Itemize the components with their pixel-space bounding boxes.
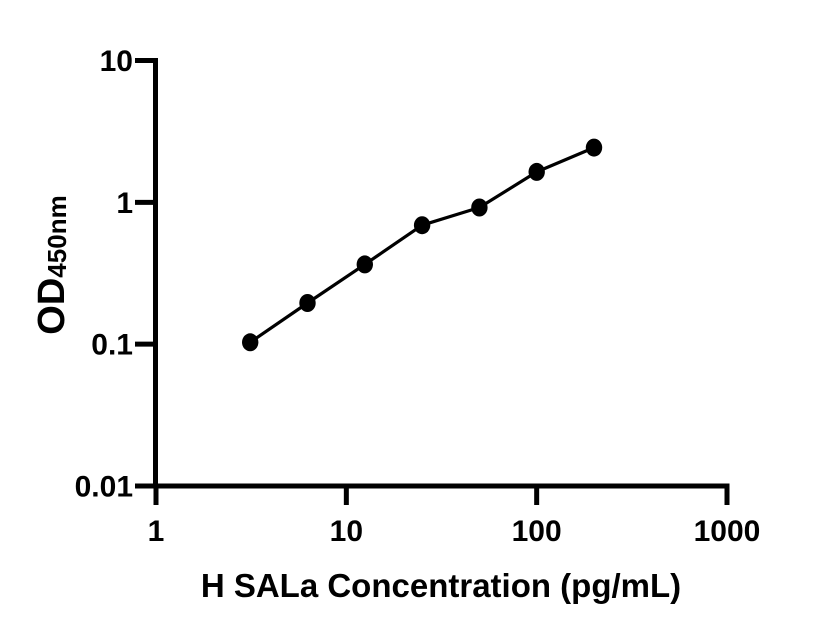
y-tick-label: 1 [116, 187, 133, 220]
x-tick-label: 1 [148, 515, 165, 548]
data-point-marker [413, 216, 431, 235]
y-tick-label: 0.01 [75, 471, 133, 504]
x-tick-label: 100 [512, 515, 562, 548]
x-tick-label: 10 [330, 515, 363, 548]
plot-area: 1 10 100 1000 10 1 0.1 0.01 [75, 45, 761, 548]
y-axis-title-main: OD [31, 278, 73, 335]
y-tick-label: 10 [100, 45, 133, 78]
x-tick-label: 1000 [694, 515, 761, 548]
y-axis-title: OD450nm [31, 195, 73, 334]
y-axis-title-sub: 450nm [42, 195, 72, 277]
y-tick-label: 0.1 [91, 329, 133, 362]
data-point-marker [242, 333, 259, 352]
x-axis-title: H SALa Concentration (pg/mL) [201, 567, 681, 604]
data-point-marker [528, 162, 545, 181]
data-point-marker [299, 294, 316, 312]
data-point-marker [356, 255, 373, 274]
data-point-marker [471, 198, 488, 217]
data-point-marker [585, 138, 603, 157]
